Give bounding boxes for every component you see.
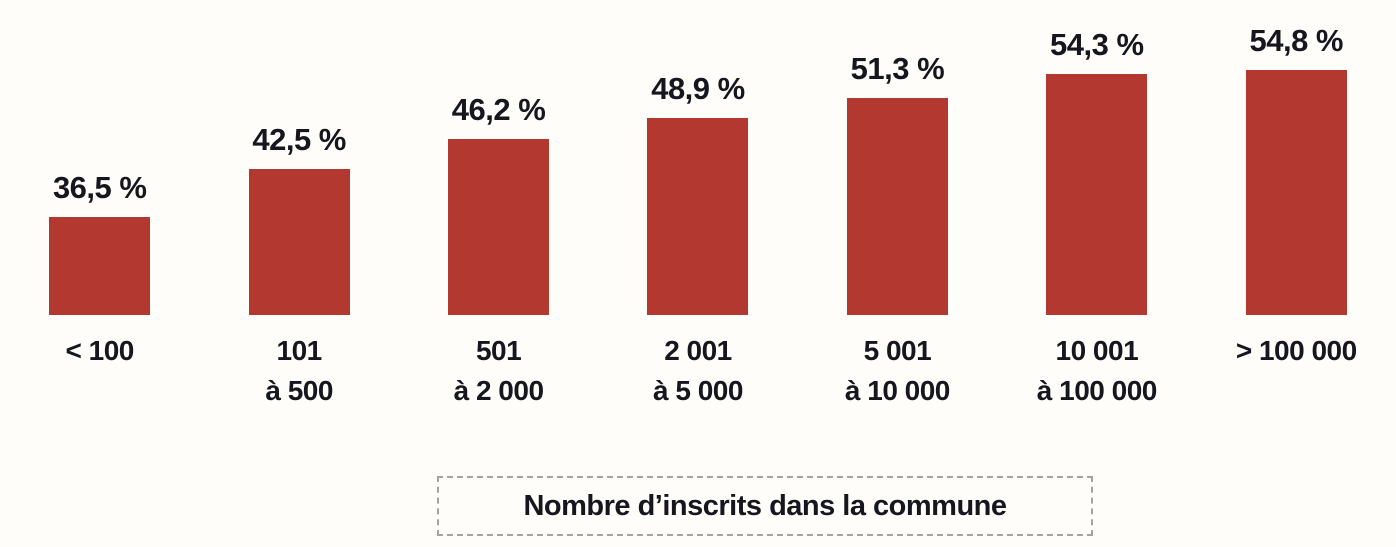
bar <box>1245 70 1347 315</box>
category-label-line2: à 5 000 <box>653 375 743 406</box>
bar-value-label: 36,5 % <box>52 170 147 205</box>
category-label-line1: 10 001 <box>1055 335 1139 366</box>
plot-area: 42,5 % <box>248 0 350 315</box>
bar-value-label: 54,8 % <box>1249 23 1343 58</box>
category-label-line1: 101 <box>276 335 323 366</box>
category-label: < 100 <box>65 315 135 371</box>
category-label-line1: 501 <box>475 335 522 366</box>
bar-value-label: 51,3 % <box>850 51 945 86</box>
bar-value-label: 42,5 % <box>252 122 346 157</box>
bar-column: 54,3 % 10 001 à 100 000 <box>997 0 1196 411</box>
bar-chart: 36,5 % < 100 42,5 % 101 à 500 46,2 % 501 à 2 00… <box>0 0 1396 411</box>
bar <box>846 98 948 315</box>
plot-area: 46,2 % <box>448 0 550 315</box>
category-label-line1: > 100 000 <box>1235 335 1357 366</box>
bar <box>448 139 550 315</box>
bar-column: 54,8 % > 100 000 <box>1197 0 1396 411</box>
bar <box>1046 74 1148 315</box>
category-label: > 100 000 <box>1236 315 1357 371</box>
category-label: 501 à 2 000 <box>454 315 544 411</box>
bar-value-label: 46,2 % <box>451 92 546 127</box>
category-label-line2: à 100 000 <box>1036 375 1158 406</box>
category-label-line1: < 100 <box>65 335 135 366</box>
caption-box: Nombre d’inscrits dans la commune <box>437 476 1093 536</box>
category-label: 5 001 à 10 000 <box>844 315 951 411</box>
bar-column: 48,9 % 2 001 à 5 000 <box>598 0 797 411</box>
category-label: 101 à 500 <box>265 315 333 411</box>
category-label-line1: 5 001 <box>863 335 932 366</box>
caption-label: Nombre d’inscrits dans la commune <box>523 489 1007 522</box>
plot-area: 48,9 % <box>647 0 749 315</box>
plot-area: 36,5 % <box>49 0 151 315</box>
bar-value-label: 48,9 % <box>651 71 745 106</box>
category-label: 2 001 à 5 000 <box>653 315 743 411</box>
bar-column: 36,5 % < 100 <box>0 0 199 411</box>
category-label-line2: à 10 000 <box>844 375 951 406</box>
category-label-line2: à 2 000 <box>453 375 544 406</box>
plot-area: 54,8 % <box>1245 0 1347 315</box>
bar-value-label: 54,3 % <box>1050 27 1144 62</box>
bar-column: 42,5 % 101 à 500 <box>199 0 398 411</box>
category-label-line1: 2 001 <box>664 335 732 366</box>
bar <box>49 217 151 315</box>
plot-area: 54,3 % <box>1046 0 1148 315</box>
bar <box>248 169 350 315</box>
category-label-line2: à 500 <box>265 375 333 406</box>
category-label: 10 001 à 100 000 <box>1036 315 1158 411</box>
bar-column: 46,2 % 501 à 2 000 <box>399 0 598 411</box>
bar <box>647 118 749 315</box>
plot-area: 51,3 % <box>846 0 948 315</box>
bar-column: 51,3 % 5 001 à 10 000 <box>798 0 997 411</box>
